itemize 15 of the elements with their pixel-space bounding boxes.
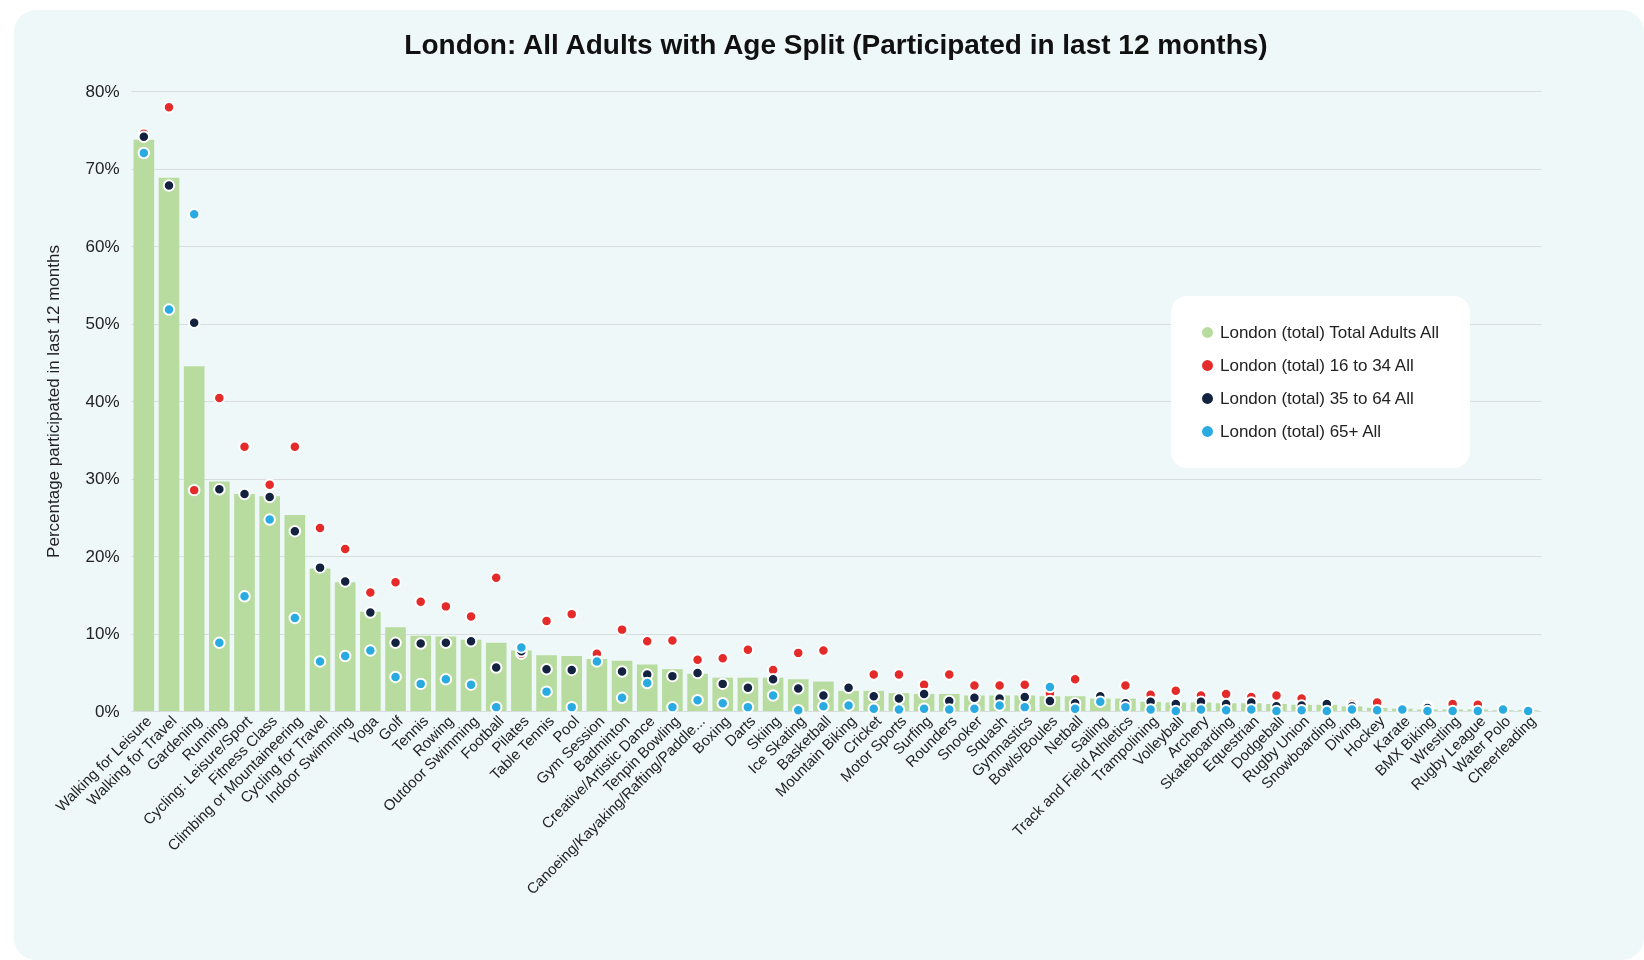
legend-label: London (total) 16 to 34 All (1220, 355, 1414, 375)
y-tick-label: 50% (85, 314, 120, 333)
y-tick-label: 0% (94, 701, 120, 721)
legend-label: London (total) 65+ All (1220, 421, 1382, 441)
y-tick-label: 20% (85, 546, 120, 566)
y-tick-label: 60% (85, 236, 120, 256)
y-tick-label: 30% (85, 469, 120, 488)
chart-title: London: All Adults with Age Split (Participated in last 12 months) (404, 29, 1268, 60)
legend-label: London (total) 35 to 64 All (1220, 388, 1414, 408)
y-axis-title: Percentage participated in last 12 months (44, 245, 64, 558)
y-tick-label: 10% (85, 624, 120, 643)
y-tick-label: 70% (85, 159, 120, 178)
legend-label: London (total) Total Adults All (1220, 322, 1439, 342)
y-tick-label: 80% (85, 81, 120, 101)
y-tick-label: 40% (85, 391, 120, 411)
